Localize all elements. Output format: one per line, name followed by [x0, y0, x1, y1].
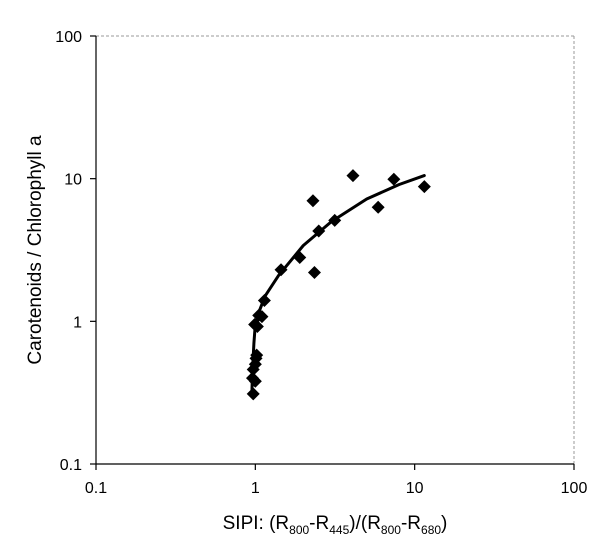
x-axis-ticks: 0.1 1 10 100 [85, 464, 588, 497]
y-tick-label: 1 [73, 314, 82, 331]
data-point [307, 265, 321, 279]
data-point [387, 172, 401, 186]
data-point [306, 194, 320, 208]
data-point [255, 310, 269, 324]
data-point [312, 224, 326, 238]
x-tick-label: 100 [561, 480, 588, 497]
data-point [257, 293, 271, 307]
trendline [250, 174, 426, 398]
data-point [246, 387, 260, 401]
data-point [417, 180, 431, 194]
y-tick-label: 100 [55, 29, 82, 46]
y-axis-ticks: 0.1 1 10 100 [55, 29, 96, 474]
data-point [328, 213, 342, 227]
x-tick-label: 0.1 [85, 480, 107, 497]
data-point [248, 357, 262, 371]
y-tick-label: 0.1 [60, 457, 82, 474]
x-tick-label: 1 [251, 480, 260, 497]
plot-area [96, 36, 574, 464]
data-point [250, 319, 264, 333]
trendline-group [250, 174, 426, 398]
data-point [371, 200, 385, 214]
x-tick-label: 10 [406, 480, 424, 497]
data-point [293, 251, 307, 265]
data-point [250, 348, 264, 362]
data-point [248, 374, 262, 388]
data-point [274, 263, 288, 277]
data-points [246, 169, 431, 401]
x-axis-title: SIPI: (R800-R445)/(R800-R680) [223, 513, 448, 537]
y-axis-title: Carotenoids / Chlorophyll a [25, 135, 46, 365]
y-tick-label: 10 [64, 172, 82, 189]
data-point [346, 169, 360, 183]
